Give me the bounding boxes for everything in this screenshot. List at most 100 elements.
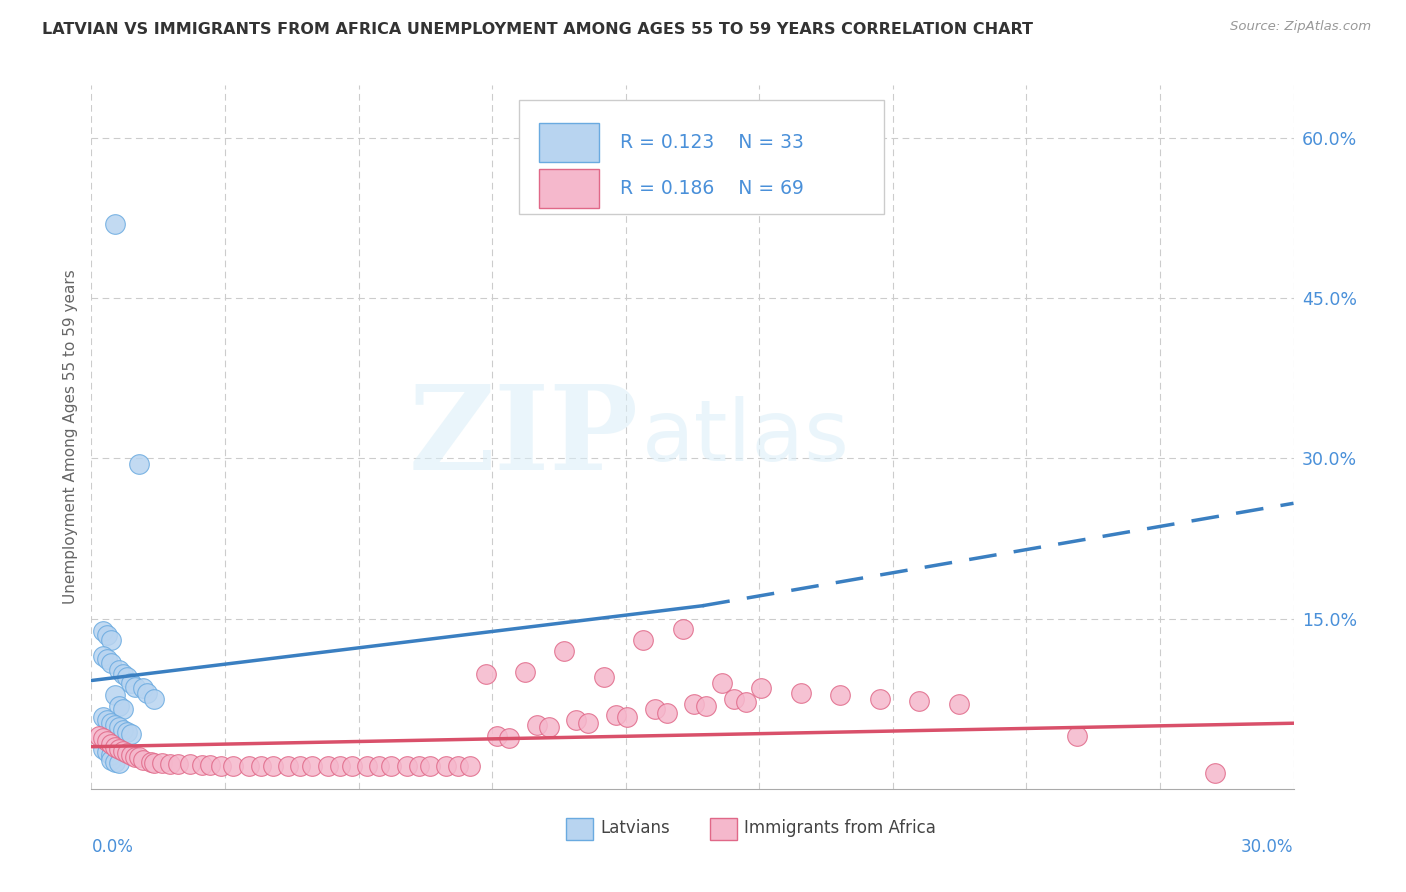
Y-axis label: Unemployment Among Ages 55 to 59 years: Unemployment Among Ages 55 to 59 years	[62, 269, 77, 605]
Point	[238, 759, 260, 773]
Point	[447, 759, 470, 773]
Text: Immigrants from Africa: Immigrants from Africa	[744, 819, 936, 838]
Point	[150, 756, 173, 770]
Point	[1204, 766, 1226, 780]
Point	[135, 686, 157, 700]
Point	[115, 746, 138, 760]
Point	[159, 756, 181, 771]
Point	[120, 675, 142, 690]
Point	[751, 681, 773, 695]
Point	[830, 689, 852, 703]
Bar	[538, 169, 599, 208]
Point	[316, 759, 339, 773]
Point	[91, 624, 114, 639]
Point	[458, 759, 481, 773]
Point	[108, 663, 131, 677]
Point	[419, 759, 441, 773]
Point	[513, 665, 536, 679]
Point	[368, 759, 391, 773]
Point	[143, 691, 166, 706]
Point	[486, 729, 509, 743]
Point	[498, 731, 520, 746]
Bar	[538, 123, 599, 162]
Point	[605, 707, 627, 722]
Point	[395, 759, 418, 773]
Point	[108, 756, 131, 770]
Bar	[567, 818, 593, 840]
Point	[115, 670, 138, 684]
Point	[111, 744, 134, 758]
Point	[91, 731, 114, 746]
Point	[380, 759, 402, 773]
Point	[96, 734, 118, 748]
Point	[96, 713, 118, 727]
Point	[695, 699, 717, 714]
Point	[211, 759, 233, 773]
Point	[683, 697, 706, 711]
Point	[408, 759, 430, 773]
Point	[1066, 729, 1088, 743]
Point	[120, 727, 142, 741]
Point	[474, 667, 496, 681]
Point	[301, 759, 323, 773]
Point	[111, 667, 134, 681]
Point	[565, 713, 588, 727]
Point	[104, 755, 127, 769]
Point	[96, 745, 118, 759]
Point	[576, 716, 599, 731]
Point	[139, 755, 162, 769]
Point	[167, 756, 190, 771]
Bar	[710, 818, 737, 840]
Point	[434, 759, 457, 773]
Point	[290, 759, 312, 773]
Point	[734, 695, 756, 709]
Point	[222, 759, 245, 773]
Point	[250, 759, 273, 773]
Text: 0.0%: 0.0%	[91, 838, 134, 856]
Point	[592, 670, 614, 684]
Point	[108, 742, 131, 756]
Point	[631, 632, 654, 647]
Text: ZIP: ZIP	[408, 380, 638, 494]
FancyBboxPatch shape	[519, 100, 883, 214]
Point	[537, 721, 560, 735]
Point	[124, 680, 146, 694]
Point	[104, 217, 127, 231]
Point	[115, 724, 138, 739]
Point	[111, 702, 134, 716]
Point	[108, 699, 131, 714]
Point	[143, 756, 166, 770]
Text: atlas: atlas	[643, 395, 851, 479]
Point	[179, 756, 201, 771]
Text: Latvians: Latvians	[600, 819, 669, 838]
Point	[131, 752, 153, 766]
Point	[104, 689, 127, 703]
Point	[124, 750, 146, 764]
Point	[100, 748, 122, 763]
Point	[329, 759, 352, 773]
Point	[131, 681, 153, 695]
Point	[104, 718, 127, 732]
Point	[96, 652, 118, 666]
Point	[340, 759, 363, 773]
Point	[91, 710, 114, 724]
Point	[100, 632, 122, 647]
Point	[120, 748, 142, 763]
Point	[100, 657, 122, 671]
Point	[100, 737, 122, 751]
Text: LATVIAN VS IMMIGRANTS FROM AFRICA UNEMPLOYMENT AMONG AGES 55 TO 59 YEARS CORRELA: LATVIAN VS IMMIGRANTS FROM AFRICA UNEMPL…	[42, 22, 1033, 37]
Text: R = 0.123    N = 33: R = 0.123 N = 33	[620, 134, 804, 153]
Point	[277, 759, 299, 773]
Point	[128, 457, 150, 471]
Point	[111, 723, 134, 737]
Point	[711, 675, 734, 690]
Point	[723, 691, 745, 706]
Point	[108, 721, 131, 735]
Point	[644, 702, 666, 716]
Point	[100, 752, 122, 766]
Point	[96, 627, 118, 641]
Point	[89, 729, 111, 743]
Point	[198, 757, 221, 772]
Point	[671, 622, 693, 636]
Point	[790, 686, 813, 700]
